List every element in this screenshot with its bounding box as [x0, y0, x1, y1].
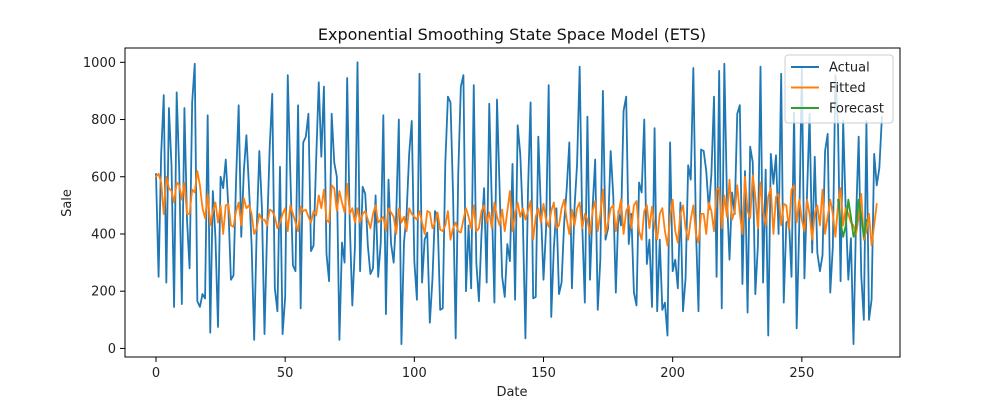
- y-axis-label: Sale: [60, 189, 75, 217]
- x-axis: 0 50 100 150 200 250: [152, 357, 814, 381]
- y-tick-label: 600: [91, 170, 116, 185]
- legend: Actual Fitted Forecast: [784, 54, 894, 124]
- y-tick-label: 800: [91, 113, 116, 128]
- x-tick-label: 100: [402, 366, 427, 381]
- chart-title: Exponential Smoothing State Space Model …: [318, 25, 706, 44]
- plot-frame: [124, 47, 901, 358]
- x-tick-label: 50: [277, 366, 294, 381]
- x-tick-label: 250: [789, 366, 814, 381]
- y-tick-label: 400: [91, 227, 116, 242]
- x-tick-label: 150: [531, 366, 556, 381]
- y-tick-label: 1000: [83, 56, 116, 71]
- plot-area: [155, 61, 883, 346]
- y-tick-label: 0: [108, 342, 116, 357]
- series-line-actual: [155, 61, 883, 346]
- y-axis: 0 200 400 600 800 1000: [83, 56, 125, 357]
- series-line-forecast: [837, 198, 868, 238]
- legend-label-forecast: Forecast: [829, 102, 884, 117]
- y-tick-label: 200: [91, 285, 116, 300]
- legend-box: [784, 54, 894, 124]
- x-axis-label: Date: [496, 385, 527, 400]
- x-tick-label: 0: [152, 366, 160, 381]
- series-line-fitted: [155, 170, 878, 247]
- legend-label-actual: Actual: [829, 61, 870, 76]
- legend-label-fitted: Fitted: [829, 81, 866, 96]
- x-tick-label: 200: [660, 366, 685, 381]
